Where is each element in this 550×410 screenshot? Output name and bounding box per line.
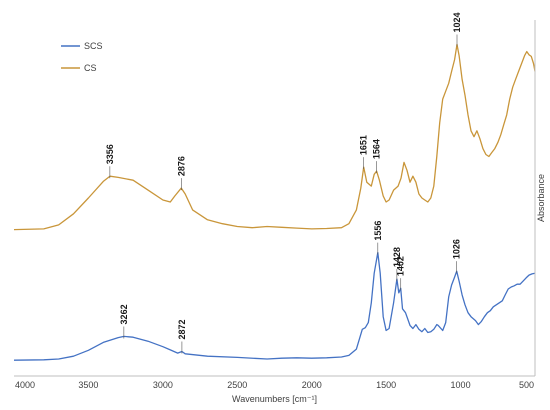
x-tick-labels: 4000 3500 3000 2500 2000 1500 1000 500 xyxy=(15,380,534,390)
peak-label: 1026 xyxy=(452,239,462,259)
y-axis-title: Absorbance xyxy=(536,174,546,222)
x-tick-label: 1500 xyxy=(376,380,396,390)
x-tick-label: 2000 xyxy=(302,380,322,390)
peak-label: 1402 xyxy=(396,256,406,276)
legend: SCS CS xyxy=(61,41,103,73)
x-tick-label: 3000 xyxy=(153,380,173,390)
x-tick-label: 2500 xyxy=(227,380,247,390)
peak-label: 1556 xyxy=(373,221,383,241)
legend-label-scs: SCS xyxy=(84,41,103,51)
peak-label: 2876 xyxy=(176,156,186,176)
x-tick-label: 4000 xyxy=(15,380,35,390)
x-tick-label: 1000 xyxy=(451,380,471,390)
series-line-cs xyxy=(13,43,536,231)
peak-label: 1651 xyxy=(359,135,369,155)
series-line-scs xyxy=(13,251,536,361)
peak-label: 3356 xyxy=(105,144,115,164)
x-axis-title: Wavenumbers [cm⁻¹] xyxy=(232,394,317,404)
peak-label: 3262 xyxy=(119,304,129,324)
peak-label: 2872 xyxy=(177,319,187,339)
peak-label: 1564 xyxy=(372,139,382,159)
peak-label: 1024 xyxy=(452,12,462,32)
x-tick-label: 3500 xyxy=(78,380,98,390)
plot-area: 3356 2876 1651 1564 1024 3262 2872 1556 14281402… xyxy=(13,12,536,361)
legend-label-cs: CS xyxy=(84,63,97,73)
peak-label: 1428 xyxy=(392,247,402,267)
x-tick-label: 500 xyxy=(519,380,534,390)
